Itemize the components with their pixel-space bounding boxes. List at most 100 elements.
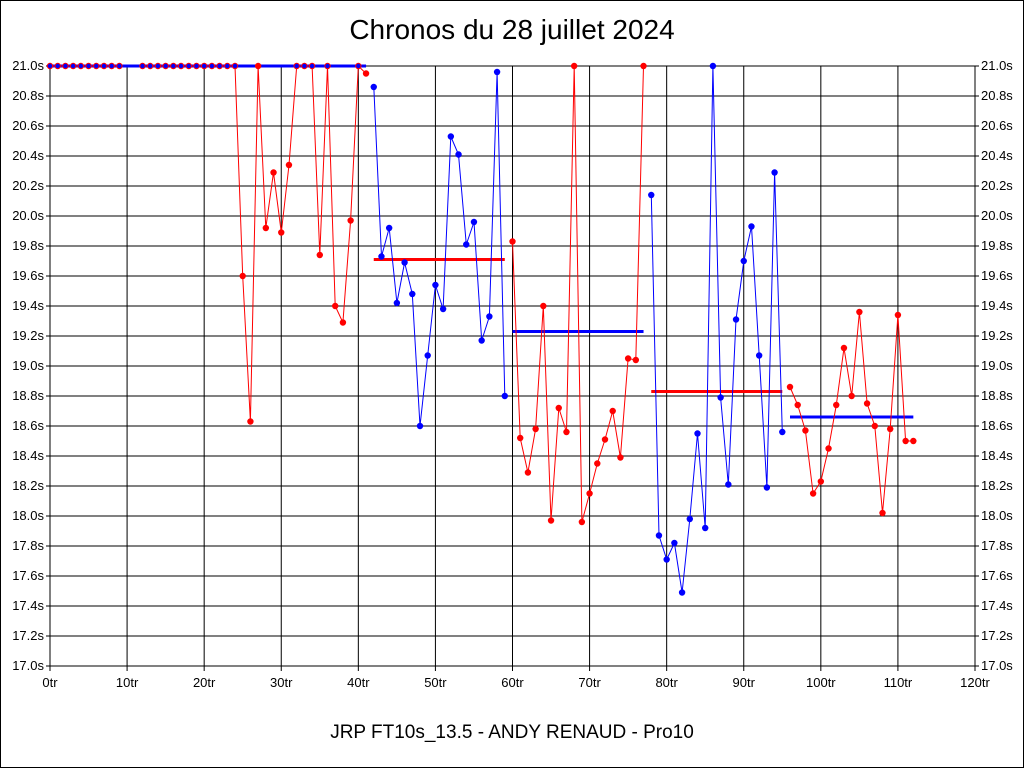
data-point [848,392,855,400]
data-point [702,524,709,532]
y-tick-label-left: 17.8s [12,538,44,553]
data-point [809,490,817,497]
data-point [540,302,547,310]
data-point [339,319,347,326]
data-point [509,238,516,245]
data-point [601,436,609,443]
x-tick-label: 60tr [501,675,524,690]
data-point-overlay [356,63,361,69]
data-point-overlay [302,63,307,69]
x-tick-label: 80tr [655,675,678,690]
data-point [555,404,562,412]
data-point [393,299,401,307]
data-point [678,589,686,596]
y-tick-label-right: 19.2s [981,328,1013,343]
data-point-overlay [47,63,53,69]
data-point [455,151,462,158]
x-tick-label: 120tr [960,675,990,690]
y-tick-label-left: 19.8s [12,238,44,253]
data-point [254,62,262,70]
data-point [316,251,323,259]
y-tick-label-right: 20.2s [981,178,1013,193]
y-tick-label-left: 18.4s [12,448,44,463]
data-point-overlay [163,63,168,69]
x-tick-label: 10tr [116,675,139,690]
y-tick-label-right: 20.0s [981,208,1013,223]
data-point [517,434,524,442]
data-point-overlay [232,63,238,69]
data-point-overlay [209,63,215,69]
data-point [663,556,670,563]
data-point [547,517,555,524]
x-tick-label: 50tr [424,675,447,690]
y-tick-label-right: 18.0s [981,508,1013,523]
data-point [871,422,878,430]
data-point [817,478,825,485]
data-point [709,62,717,70]
y-tick-label-left: 19.0s [12,358,44,373]
data-point [840,344,848,352]
data-point [332,302,339,310]
data-point [416,422,424,430]
chart-subtitle: JRP FT10s_13.5 - ANDY RENAUD - Pro10 [330,722,694,743]
data-point [794,401,801,409]
data-point [501,392,508,400]
data-point [424,352,431,359]
data-point [570,62,578,70]
data-point [648,191,655,199]
data-point-overlay [178,63,184,69]
data-point [278,229,285,236]
data-point-overlay [309,63,315,69]
data-point [486,313,493,320]
data-point [694,430,701,437]
y-tick-label-left: 20.6s [12,118,44,133]
data-point [362,70,370,77]
data-point-overlay [94,63,99,69]
y-tick-label-left: 17.0s [12,658,44,673]
data-point [470,218,478,226]
data-point [763,484,771,491]
data-point [285,161,293,169]
data-point-overlay [55,63,60,69]
data-point [786,383,794,391]
y-tick-label-left: 17.4s [12,598,44,613]
data-point-overlay [140,63,145,69]
data-point [671,539,678,547]
data-point [879,509,886,517]
x-tick-label: 0tr [42,675,58,690]
y-tick-label-left: 18.8s [12,388,44,403]
y-tick-label-left: 20.4s [12,148,44,163]
y-tick-label-right: 18.6s [981,418,1013,433]
data-point [632,356,640,364]
y-tick-label-right: 17.4s [981,598,1013,613]
data-point-overlay [186,63,191,69]
data-point [493,68,501,76]
x-tick-label: 30tr [270,675,293,690]
data-point [532,425,539,433]
y-tick-label-right: 20.4s [981,148,1013,163]
y-tick-label-right: 19.6s [981,268,1013,283]
data-point [586,490,593,497]
data-point [432,281,439,289]
data-point [725,481,732,488]
y-tick-label-right: 18.2s [981,478,1013,493]
data-point [262,224,270,232]
y-tick-label-left: 18.2s [12,478,44,493]
data-point-overlay [109,63,114,69]
y-tick-label-left: 18.6s [12,418,44,433]
data-point [717,394,724,401]
y-tick-label-right: 19.4s [981,298,1013,313]
data-point-overlay [70,63,76,69]
y-tick-label-right: 17.8s [981,538,1013,553]
data-point-overlay [63,63,68,69]
y-tick-label-right: 20.8s [981,88,1013,103]
y-tick-label-right: 20.6s [981,118,1013,133]
y-tick-label-right: 17.2s [981,628,1013,643]
data-point [833,401,840,409]
data-point [771,169,778,176]
data-point [617,454,624,461]
y-tick-label-left: 20.0s [12,208,44,223]
data-point-overlay [78,63,84,69]
data-point [578,518,586,526]
data-point [409,290,416,298]
